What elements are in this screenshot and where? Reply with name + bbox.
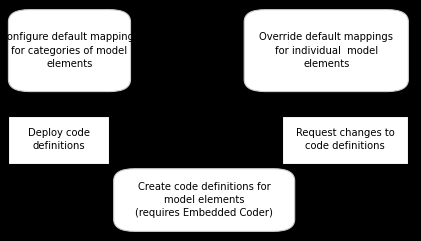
Text: Create code definitions for
model elements
(requires Embedded Coder): Create code definitions for model elemen… <box>135 182 273 218</box>
Text: Override default mappings
for individual  model
elements: Override default mappings for individual… <box>259 32 393 69</box>
Text: Request changes to
code definitions: Request changes to code definitions <box>296 128 394 151</box>
FancyBboxPatch shape <box>244 10 408 92</box>
Text: Deploy code
definitions: Deploy code definitions <box>28 128 90 151</box>
FancyBboxPatch shape <box>8 116 109 164</box>
FancyBboxPatch shape <box>114 169 295 231</box>
FancyBboxPatch shape <box>8 10 131 92</box>
Text: Configure default mappings
for categories of model
elements: Configure default mappings for categorie… <box>0 32 139 69</box>
FancyBboxPatch shape <box>282 116 408 164</box>
